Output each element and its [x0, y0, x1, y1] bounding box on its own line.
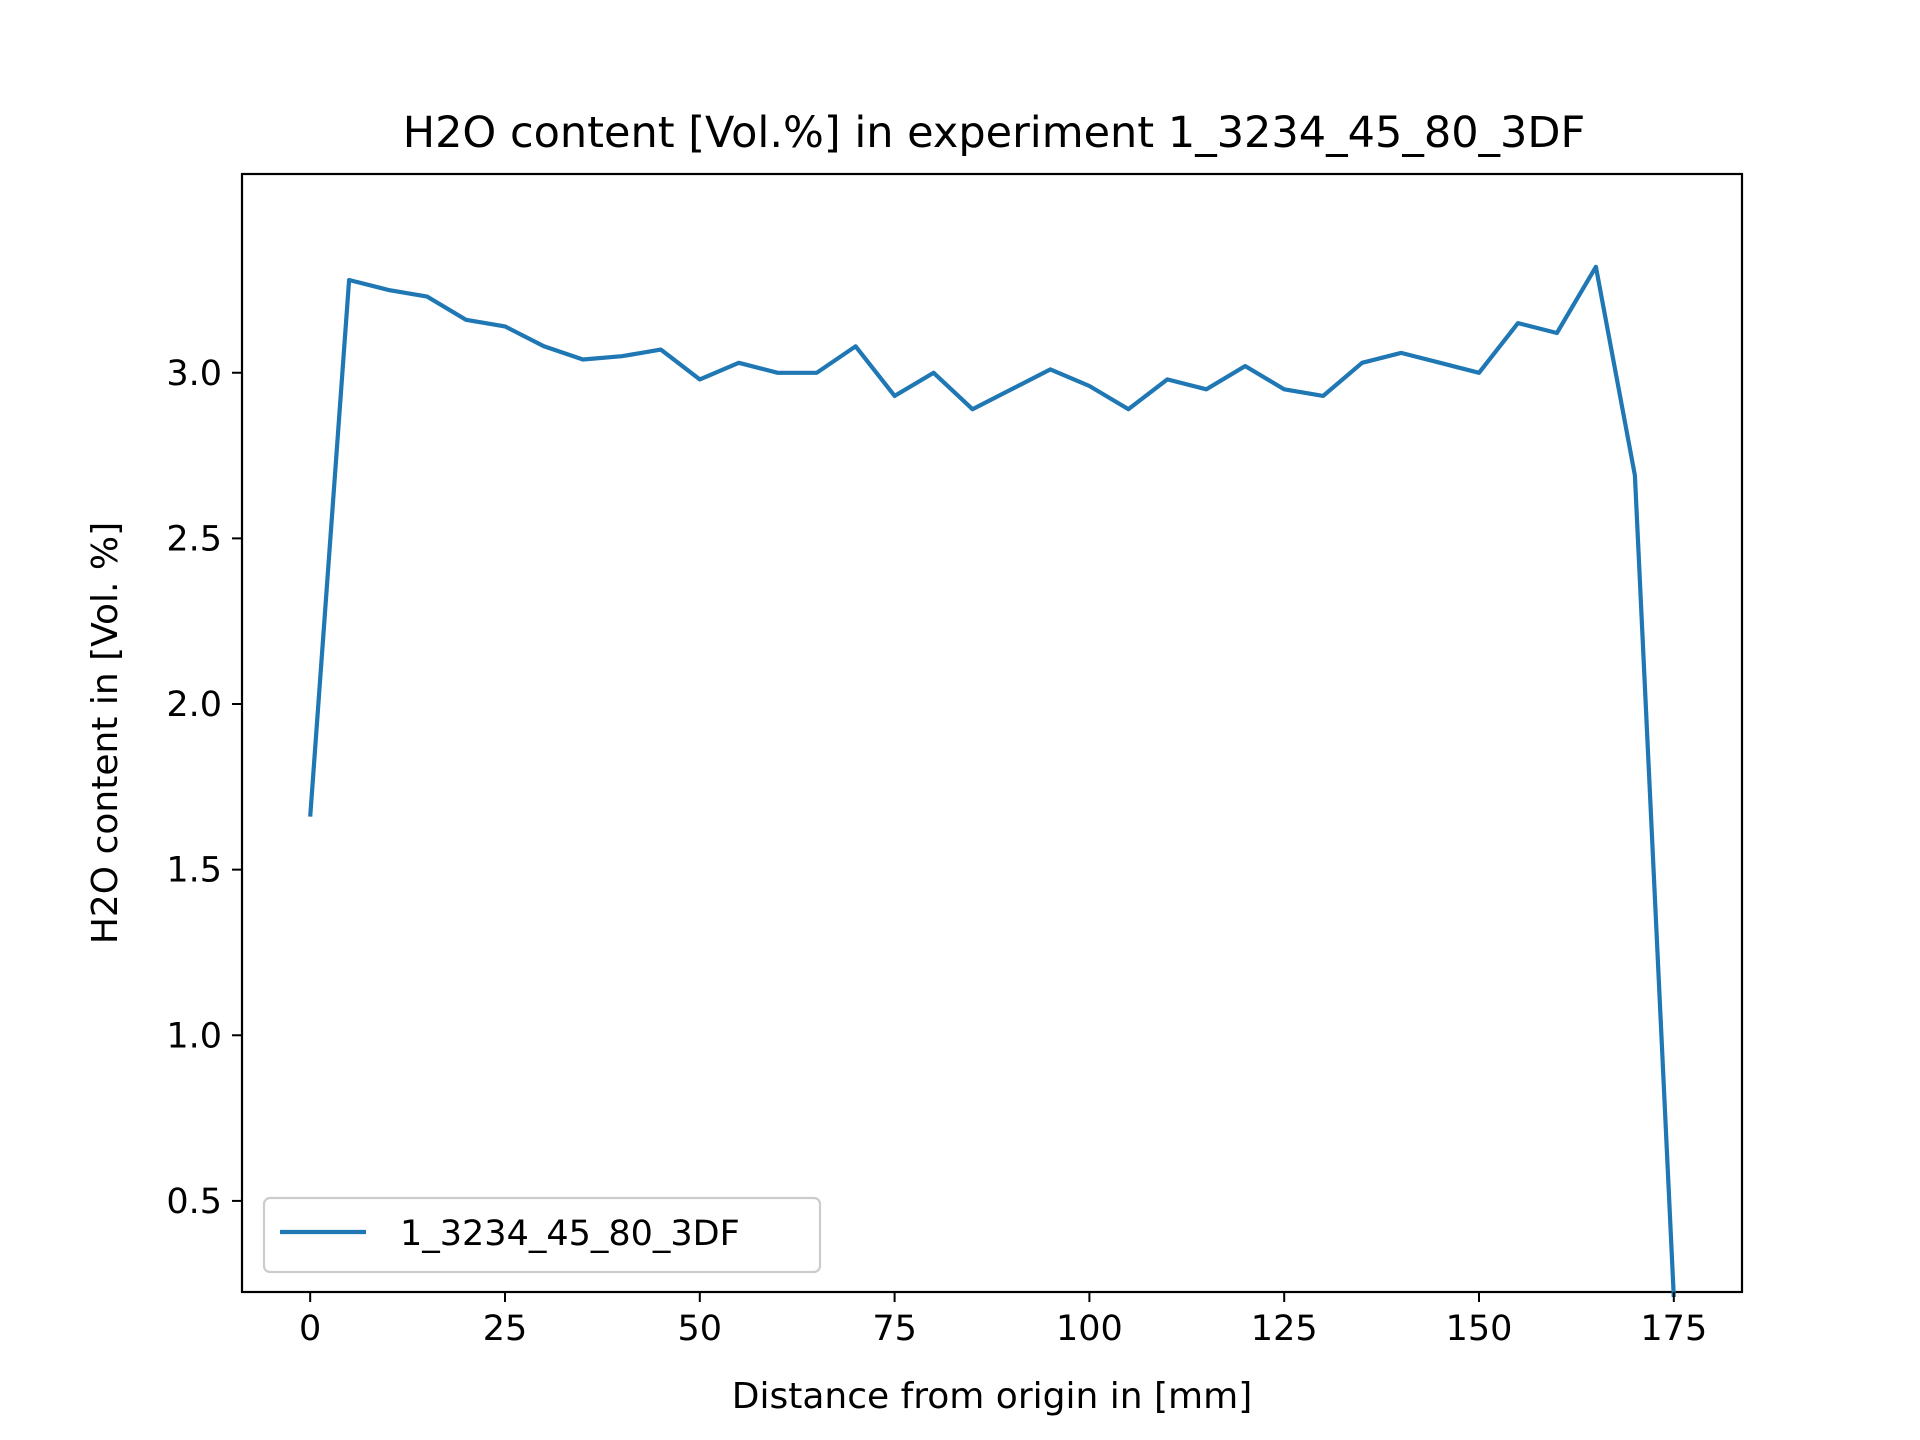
y-tick-label: 1.5	[166, 851, 222, 891]
data-layer	[308, 264, 1676, 1298]
x-tick-label: 150	[1446, 1309, 1513, 1349]
series-line	[308, 264, 1676, 1298]
x-axis-label: Distance from origin in [mm]	[732, 1376, 1253, 1417]
y-tick-label: 3.0	[166, 354, 222, 394]
y-axis: 0.5 1.0 1.5 2.0 2.5 3.0	[166, 354, 242, 1222]
plot-frame	[240, 172, 1744, 1294]
x-tick-label: 175	[1640, 1309, 1707, 1349]
y-tick-label: 1.0	[166, 1016, 222, 1056]
x-tick-label: 50	[678, 1309, 723, 1349]
legend-box	[262, 1196, 822, 1274]
x-tick-label: 25	[483, 1309, 528, 1349]
y-tick-label: 0.5	[166, 1182, 222, 1222]
legend: 1_3234_45_80_3DF	[262, 1196, 822, 1274]
x-tick-label: 0	[299, 1309, 321, 1349]
x-axis: 0 25 50 75 100 125 150 175	[299, 1292, 1707, 1349]
chart-title: H2O content [Vol.%] in experiment 1_3234…	[403, 108, 1586, 158]
legend-label: 1_3234_45_80_3DF	[400, 1214, 740, 1254]
x-tick-label: 100	[1056, 1309, 1123, 1349]
y-tick-label: 2.0	[166, 685, 222, 725]
y-axis-label: H2O content in [Vol. %]	[85, 522, 126, 944]
y-tick-label: 2.5	[166, 519, 222, 559]
plot-area	[240, 172, 1744, 1298]
x-tick-label: 125	[1251, 1309, 1318, 1349]
x-tick-label: 75	[872, 1309, 917, 1349]
